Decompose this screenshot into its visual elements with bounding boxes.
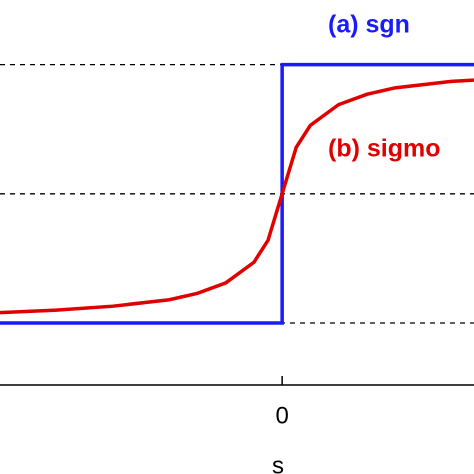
series-line bbox=[0, 78, 474, 315]
x-axis-label: s bbox=[272, 452, 284, 474]
annotation: (a) sgn bbox=[328, 11, 410, 39]
x-tick-label: 0 bbox=[275, 402, 288, 429]
annotation: (b) sigmo bbox=[328, 135, 441, 163]
